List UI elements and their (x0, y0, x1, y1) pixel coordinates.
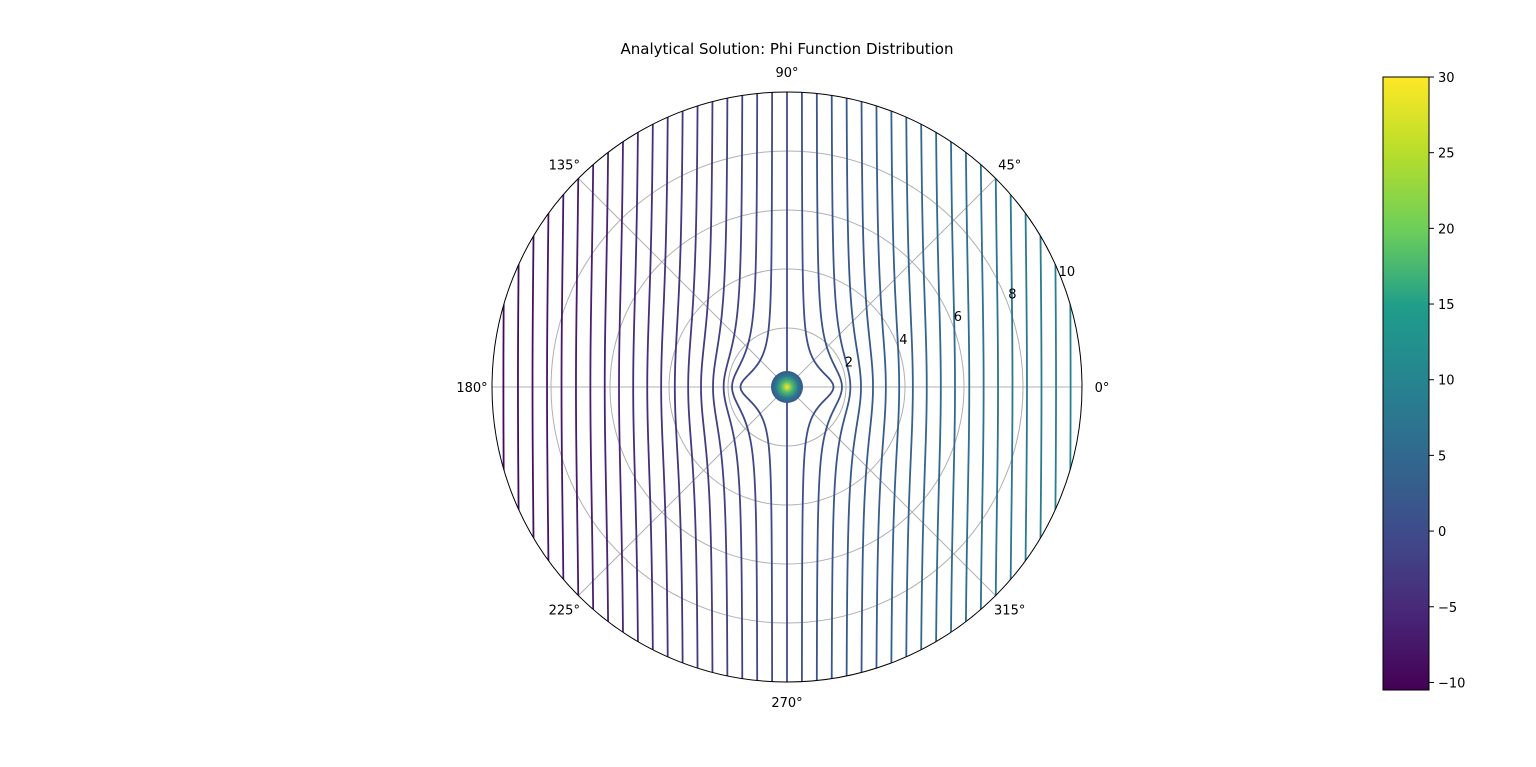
r-label-6: 6 (954, 310, 962, 325)
contour-line-1.5 (830, 92, 852, 682)
colorbar-label-20: 20 (1438, 222, 1455, 237)
contour-line-4.5 (920, 92, 928, 682)
contour-line-5.5 (949, 92, 956, 682)
contour-line-6.5 (979, 92, 985, 682)
contour-line--6.5 (589, 92, 595, 682)
colorbar-label-30: 30 (1438, 71, 1455, 86)
theta-gridline-135 (578, 178, 788, 388)
contour-line--0.5 (739, 92, 773, 682)
contour-line--1.5 (722, 92, 744, 682)
contour-line--2 (712, 92, 729, 682)
colorbar-label-10: 10 (1438, 374, 1455, 389)
contour-line--4 (660, 92, 669, 682)
contour-line-7 (994, 92, 999, 682)
contour-line--6 (603, 92, 610, 682)
contour-line-5 (934, 92, 942, 682)
colorbar-label-0: 0 (1438, 525, 1446, 540)
theta-label-90: 90° (775, 66, 798, 81)
polar-spine (491, 91, 1083, 683)
theta-label-315: 315° (994, 604, 1025, 619)
contour-line--7 (575, 92, 580, 682)
theta-gridline-225 (578, 386, 788, 596)
contour-line--10 (489, 92, 491, 682)
theta-gridline-315 (786, 386, 996, 596)
contour-line-2.5 (860, 92, 874, 682)
chart-title: Analytical Solution: Phi Function Distri… (621, 40, 954, 58)
radial-tick-labels: 2 4 6 8 10 (845, 265, 1075, 370)
contour-line--2.5 (700, 92, 714, 682)
contour-line--3 (687, 92, 699, 682)
source-core (771, 371, 803, 403)
contour-line-4 (905, 92, 914, 682)
contour-line--1 (731, 92, 759, 682)
contour-line--3.5 (673, 92, 684, 682)
colorbar-gradient (1382, 76, 1430, 691)
theta-label-270: 270° (771, 696, 802, 711)
theta-label-0: 0° (1095, 381, 1110, 396)
theta-tick-labels: 0° 45° 90° 135° 180° 225° 270° 315° (456, 66, 1109, 711)
contour-line--4.5 (646, 92, 654, 682)
colorbar-label-5: 5 (1438, 449, 1446, 464)
contour-line-6 (964, 92, 971, 682)
contour-line-3.5 (890, 92, 901, 682)
contour-line-3 (875, 92, 887, 682)
contour-line--5.5 (618, 92, 625, 682)
theta-label-45: 45° (998, 158, 1021, 173)
theta-label-135: 135° (549, 158, 580, 173)
colorbar-label--5: −5 (1438, 601, 1457, 616)
theta-label-225: 225° (549, 604, 580, 619)
colorbar-ticks: −10 −5 0 5 10 15 20 25 30 (1429, 71, 1465, 691)
colorbar: −10 −5 0 5 10 15 20 25 30 (1382, 71, 1465, 691)
r-label-10: 10 (1059, 265, 1076, 280)
contour-line-2 (845, 92, 862, 682)
theta-label-180: 180° (456, 381, 487, 396)
source-core-blob (771, 371, 803, 403)
r-label-4: 4 (899, 333, 907, 348)
contour-line--5 (632, 92, 640, 682)
r-label-8: 8 (1008, 288, 1016, 303)
contour-line-10 (1084, 92, 1086, 682)
theta-gridline-45 (786, 178, 996, 388)
colorbar-label-15: 15 (1438, 298, 1455, 313)
r-label-2: 2 (845, 355, 853, 370)
contour-line-0.5 (801, 92, 835, 682)
colorbar-label--10: −10 (1438, 676, 1465, 691)
contour-line-1 (815, 92, 843, 682)
colorbar-label-25: 25 (1438, 147, 1455, 162)
